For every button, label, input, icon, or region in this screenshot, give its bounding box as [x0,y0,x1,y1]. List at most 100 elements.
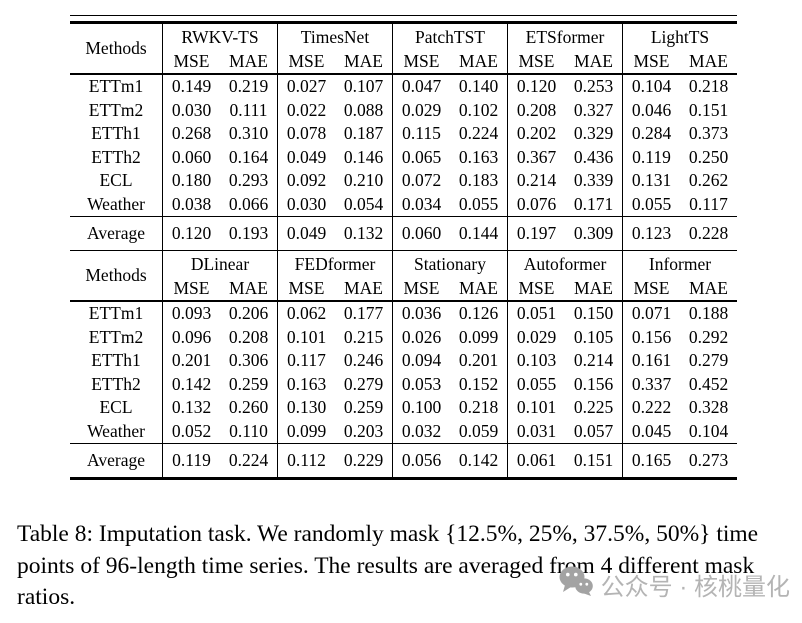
value-group: 0.119 0.250 [622,145,737,169]
mae-header: MAE [344,51,383,71]
method-group-title: Stationary [414,254,486,274]
mae-value: 0.163 [458,146,499,167]
mae-value: 0.293 [228,170,269,190]
mae-value: 0.055 [458,193,499,214]
mae-header: MAE [574,278,613,298]
value-group: 0.208 0.327 [507,98,622,122]
table-row: ETTh2 0.142 0.259 0.163 0.279 0.053 0.152 0.055… [70,372,737,396]
value-group: 0.197 0.309 [507,217,622,250]
value-group: 0.156 0.292 [622,325,737,349]
mae-value: 0.328 [688,397,729,417]
mse-value: 0.101 [286,326,327,347]
row-label: ECL [99,170,133,190]
value-group: 0.120 0.253 [507,75,622,99]
mse-value: 0.197 [516,223,557,243]
mae-value: 0.218 [458,397,499,417]
mae-value: 0.253 [573,76,614,96]
mae-value: 0.206 [228,303,269,323]
value-group: 0.337 0.452 [622,372,737,396]
value-group: 0.284 0.373 [622,122,737,146]
method-group-title: TimesNet [300,27,370,47]
method-group-header: PatchTST MSE MAE [392,24,507,73]
mse-value: 0.115 [402,123,441,143]
mae-value: 0.273 [688,450,729,470]
value-group: 0.149 0.219 [162,75,277,99]
mse-value: 0.208 [516,99,557,120]
mae-value: 0.225 [573,397,614,417]
mae-value: 0.327 [573,99,614,120]
mae-value: 0.102 [458,99,499,120]
mae-value: 0.105 [573,326,614,347]
mse-value: 0.096 [171,326,212,347]
table-row: ETTh1 0.268 0.310 0.078 0.187 0.115 0.224 0.202… [70,122,737,146]
value-group: 0.103 0.214 [507,349,622,373]
row-label: ETTm2 [88,326,144,347]
methods-header: Methods [85,38,147,58]
mae-value: 0.117 [689,193,728,214]
metric-subheader: MSE MAE [508,276,622,300]
mse-value: 0.119 [632,146,671,167]
table-rule [70,15,737,16]
mae-value: 0.250 [688,146,729,167]
mae-value: 0.262 [688,170,729,190]
method-group-title: DLinear [190,254,250,274]
mae-value: 0.208 [228,326,269,347]
mse-value: 0.032 [401,420,442,441]
method-group-header: ETSformer MSE MAE [507,24,622,73]
metric-subheader: MSE MAE [623,49,737,73]
mse-value: 0.022 [286,99,327,120]
value-group: 0.061 0.151 [507,444,622,477]
mse-value: 0.165 [631,450,672,470]
value-group: 0.130 0.259 [277,396,392,420]
mae-value: 0.152 [458,373,499,394]
mse-value: 0.119 [172,450,211,470]
value-group: 0.072 0.183 [392,169,507,193]
value-group: 0.120 0.193 [162,217,277,250]
value-group: 0.022 0.088 [277,98,392,122]
mse-value: 0.337 [631,373,672,394]
mse-value: 0.104 [631,76,672,96]
mae-value: 0.059 [458,420,499,441]
method-group-header: Autoformer MSE MAE [507,251,622,300]
mse-header: MSE [518,278,555,298]
mae-value: 0.306 [228,350,269,370]
mae-value: 0.054 [343,193,384,214]
mae-value: 0.187 [343,123,384,143]
mae-value: 0.436 [573,146,614,167]
mse-value: 0.101 [516,397,557,417]
row-label: ETTh1 [91,350,141,370]
mse-value: 0.071 [631,303,672,323]
mae-value: 0.126 [458,303,499,323]
mae-value: 0.210 [343,170,384,190]
mse-value: 0.100 [401,397,442,417]
mse-value: 0.120 [516,76,557,96]
mae-header: MAE [229,51,268,71]
table-header: Methods RWKV-TS MSE MAE TimesNet MSE MAE PatchT… [70,24,737,73]
metric-subheader: MSE MAE [393,276,507,300]
value-group: 0.031 0.057 [507,419,622,443]
method-group-header: Stationary MSE MAE [392,251,507,300]
mse-header: MSE [288,278,325,298]
mse-value: 0.180 [171,170,212,190]
value-group: 0.032 0.059 [392,419,507,443]
mse-header: MSE [518,51,555,71]
mse-value: 0.027 [286,76,327,96]
value-group: 0.117 0.246 [277,349,392,373]
mae-value: 0.339 [573,170,614,190]
mse-value: 0.060 [401,223,442,243]
table-row: Weather 0.052 0.110 0.099 0.203 0.032 0.059 0.0… [70,419,737,443]
mse-value: 0.065 [401,146,442,167]
row-label: ETTh1 [91,123,141,143]
mse-value: 0.056 [401,450,442,470]
mse-header: MSE [173,51,210,71]
value-group: 0.065 0.163 [392,145,507,169]
mse-header: MSE [173,278,210,298]
mse-value: 0.038 [171,193,212,214]
mae-value: 0.224 [458,123,499,143]
mae-value: 0.150 [573,303,614,323]
method-group-title: LightTS [650,27,710,47]
value-group: 0.092 0.210 [277,169,392,193]
mae-value: 0.142 [458,450,499,470]
mse-header: MSE [633,51,670,71]
mae-value: 0.164 [228,146,269,167]
